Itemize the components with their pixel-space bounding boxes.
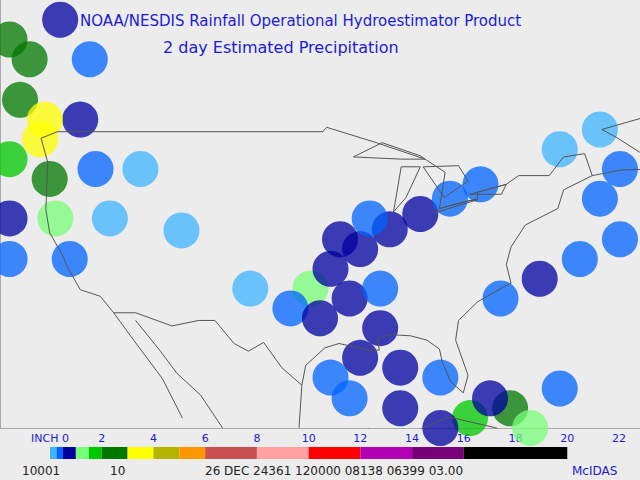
svg-text:12: 12 xyxy=(353,432,367,445)
svg-text:10: 10 xyxy=(110,464,125,478)
svg-text:2: 2 xyxy=(98,432,105,445)
svg-text:20: 20 xyxy=(560,432,574,445)
svg-text:NOAA/NESDIS Rainfall Operation: NOAA/NESDIS Rainfall Operational Hydroes… xyxy=(80,12,521,30)
svg-text:10001: 10001 xyxy=(22,464,60,478)
svg-text:16: 16 xyxy=(456,432,471,445)
svg-text:2 day Estimated Precipitation: 2 day Estimated Precipitation xyxy=(163,38,399,57)
svg-text:22: 22 xyxy=(612,432,626,445)
svg-text:INCH 0: INCH 0 xyxy=(31,432,69,445)
svg-text:8: 8 xyxy=(253,432,260,445)
svg-text:4: 4 xyxy=(150,432,157,445)
svg-text:26 DEC 24361 120000 08138 0639: 26 DEC 24361 120000 08138 06399 03.00 xyxy=(205,464,463,478)
svg-text:6: 6 xyxy=(202,432,209,445)
svg-text:14: 14 xyxy=(405,432,419,445)
svg-text:McIDAS: McIDAS xyxy=(572,464,617,478)
svg-text:10: 10 xyxy=(302,432,316,445)
